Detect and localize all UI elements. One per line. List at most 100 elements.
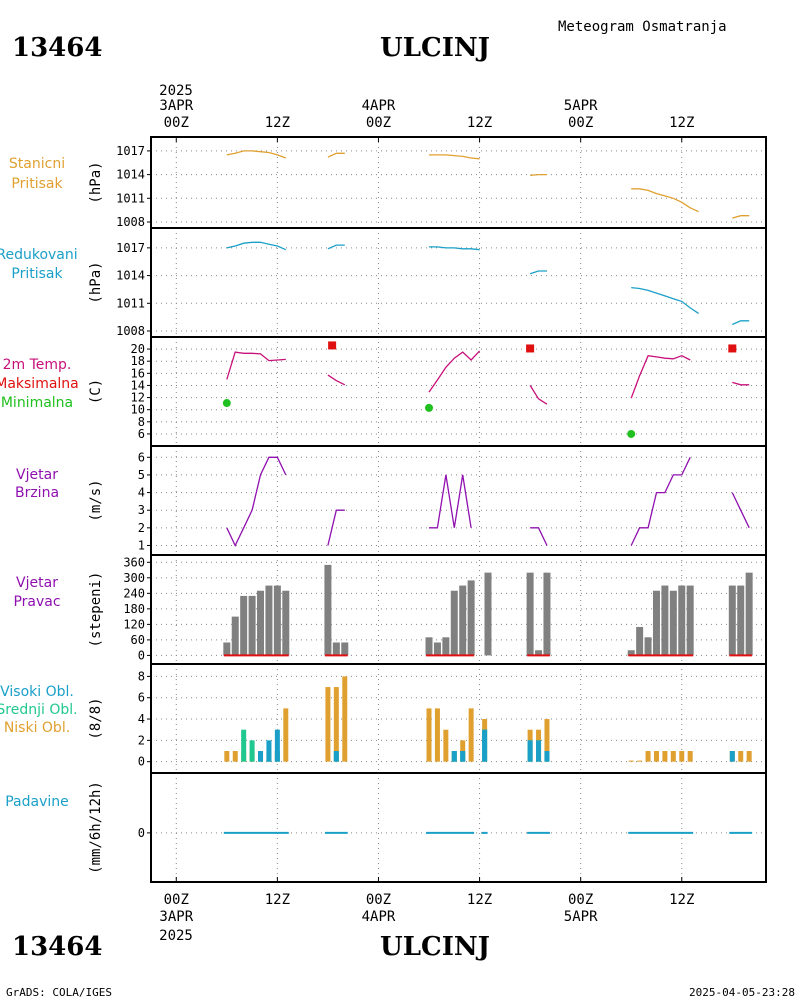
bottom-hour-label: 00Z: [568, 892, 593, 908]
cloud-bar: [527, 740, 533, 762]
cloud-bar: [434, 708, 440, 762]
min-temp-marker: [222, 399, 231, 408]
wind-direction-bar: [223, 642, 231, 656]
wind-direction-bar: [652, 590, 660, 656]
side-label: Vjetar: [16, 575, 58, 591]
ytick-label: 20: [131, 342, 145, 356]
wind-direction-bar: [240, 595, 248, 656]
max-temp-marker: [728, 344, 737, 353]
side-label: Maksimalna: [0, 376, 79, 392]
ytick-label: 0: [138, 648, 145, 662]
wind-direction-bar: [661, 585, 669, 656]
wind-direction-bar: [324, 564, 332, 656]
ytick-label: 6: [138, 450, 145, 464]
product-title: Meteogram Osmatranja: [558, 19, 727, 35]
ytick-label: 8: [138, 669, 145, 683]
wind-direction-bar: [526, 572, 534, 656]
panel-precipitation: 0 (mm/6h/12h) Padavine: [5, 773, 766, 882]
wind-direction-bar: [678, 585, 686, 656]
unit-label: (C): [88, 379, 104, 404]
ytick-label: 2: [138, 521, 145, 535]
wind-direction-bar: [433, 642, 441, 656]
ytick-label: 300: [123, 571, 145, 585]
top-date-label: 4APR: [362, 98, 396, 114]
station-id-top: 13464: [12, 33, 102, 63]
year-top: 2025: [159, 83, 193, 99]
wind-direction-bar: [450, 590, 458, 656]
series-line: [327, 244, 345, 250]
series-line: [530, 173, 547, 177]
cloud-bar: [274, 729, 280, 762]
ytick-label: 1008: [116, 215, 145, 229]
wind-direction-bar: [341, 642, 349, 656]
ytick-label: 360: [123, 555, 145, 569]
series-line: [630, 457, 691, 546]
wind-direction-bar: [273, 585, 281, 656]
data-group: [222, 341, 750, 438]
cloud-bar: [333, 687, 339, 762]
series-line: [327, 152, 345, 158]
top-date-label: 5APR: [564, 98, 598, 114]
cloud-bar: [653, 751, 659, 762]
cloud-bar: [536, 740, 542, 762]
side-label: Brzina: [15, 485, 59, 501]
cloud-bar: [232, 751, 238, 762]
cloud-bar: [224, 751, 230, 762]
max-temp-marker: [526, 344, 535, 353]
wind-direction-bar: [636, 626, 644, 656]
wind-direction-bar: [535, 650, 543, 656]
ytick-label: 4: [138, 486, 145, 500]
top-hour-label: 12Z: [265, 115, 290, 131]
cloud-bar: [266, 740, 272, 762]
series-line: [732, 381, 750, 386]
ytick-label: 18: [131, 354, 145, 368]
panel-wind-speed: 1 2 3 4 5 6 (m/s) Vjetar Brzina: [15, 446, 766, 555]
cloud-bar: [426, 708, 432, 762]
data-group: [223, 564, 753, 657]
ytick-label: 0: [138, 826, 145, 840]
cloud-bar: [443, 729, 449, 762]
ytick-label: 1011: [116, 191, 145, 205]
cloud-bar: [544, 719, 550, 762]
ytick-label: 16: [131, 366, 145, 380]
cloud-bar: [258, 751, 264, 762]
data-group: [226, 150, 750, 219]
unit-label: (hPa): [88, 161, 104, 203]
series-line: [226, 351, 286, 380]
wind-direction-bar: [231, 616, 239, 656]
series-line: [226, 241, 287, 251]
ytick-label: 1008: [116, 324, 145, 338]
wind-direction-bar: [282, 590, 290, 656]
series-line: [731, 492, 750, 529]
ytick-label: 5: [138, 468, 145, 482]
side-label: Niski Obl.: [4, 720, 70, 736]
wind-direction-bar: [644, 637, 652, 656]
cloud-bar: [729, 751, 735, 762]
side-label: Pritisak: [11, 176, 63, 192]
cloud-bar: [670, 751, 676, 762]
bottom-hour-label: 12Z: [265, 892, 290, 908]
ytick-label: 1011: [116, 296, 145, 310]
cloud-bar: [325, 687, 331, 762]
wind-direction-bar: [332, 642, 340, 656]
unit-label: (8/8): [88, 697, 104, 739]
station-name-top: ULCINJ: [380, 33, 490, 63]
series-line: [327, 374, 346, 386]
wind-direction-bar: [686, 585, 694, 656]
side-label: Padavine: [5, 794, 69, 810]
side-label: Visoki Obl.: [0, 684, 74, 700]
wind-direction-bar: [467, 580, 475, 656]
bottom-hour-label: 00Z: [366, 892, 391, 908]
top-date-label: 3APR: [159, 98, 193, 114]
cloud-bar: [333, 751, 339, 762]
side-label: 2m Temp.: [3, 357, 72, 373]
cloud-bar: [628, 760, 634, 762]
side-label: Redukovani: [0, 247, 78, 263]
cloud-bar: [241, 729, 247, 762]
cloud-bar: [451, 751, 457, 762]
top-hour-label: 00Z: [568, 115, 593, 131]
bottom-date-label: 3APR: [159, 909, 193, 925]
series-line: [530, 527, 548, 546]
